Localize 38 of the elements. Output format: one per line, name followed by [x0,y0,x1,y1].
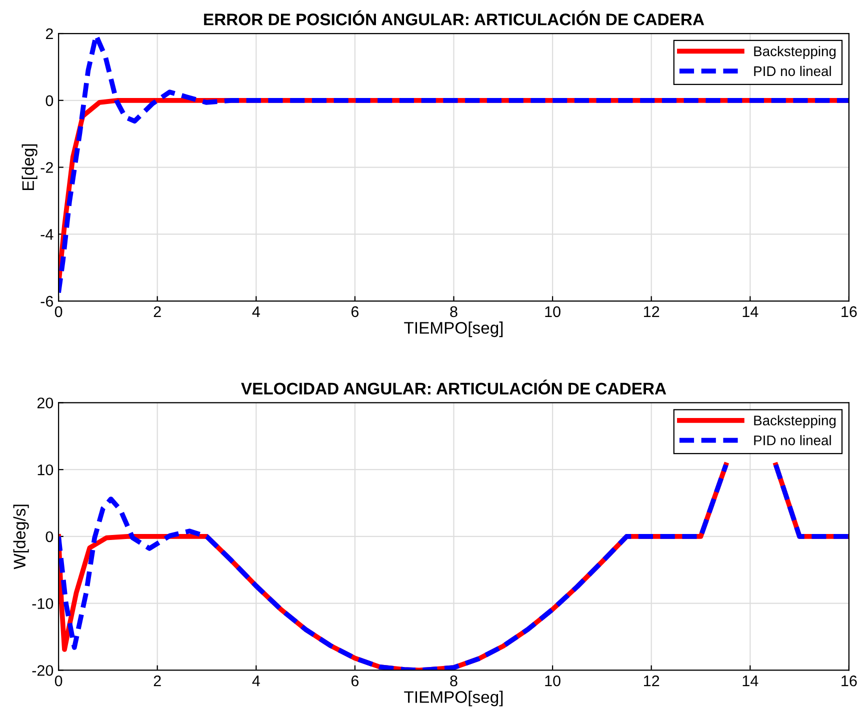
x-tick-label: 2 [154,306,161,317]
legend-label: PID no lineal [754,66,831,76]
x-tick-label: 14 [742,306,758,317]
x-tick-label: 16 [842,306,857,318]
x-tick-label: 6 [351,306,359,318]
x-tick-label: 10 [545,306,560,318]
x-axis-title: TIEMPO[seg] [404,322,503,338]
x-tick-label: 4 [252,676,260,686]
x-axis-title: TIEMPO[seg] [404,690,503,706]
x-tick-label: 2 [154,675,161,686]
x-tick-label: 8 [450,675,458,686]
x-tick-label: 14 [742,676,758,686]
chart-title: ERROR DE POSICIÓN ANGULAR: ARTICULACIÓN DE CADERA [204,10,704,26]
legend-label: Backstepping [754,46,836,59]
chart-title: VELOCIDAD ANGULAR: ARTICULACIÓN DE CADERA [241,380,666,395]
x-tick-label: 4 [252,306,260,317]
x-tick-label: 6 [351,675,359,686]
legend-label: Backstepping [754,415,836,428]
y-tick-label: -10 [32,598,54,610]
x-tick-label: 0 [54,306,62,318]
x-tick-label: 12 [644,675,660,686]
x-tick-label: 10 [545,675,560,686]
y-axis-title: W[deg/s] [13,504,29,570]
y-axis-title: E[deg] [22,144,38,190]
y-tick-label: -20 [32,665,54,676]
y-tick-label: -2 [40,162,53,173]
x-tick-label: 8 [450,306,458,318]
x-tick-label: 0 [54,675,62,686]
y-tick-label: -6 [40,296,54,307]
x-tick-label: 12 [644,306,660,317]
y-tick-label: 2 [46,28,53,40]
legend-label: PID no lineal [754,435,831,446]
y-tick-label: 20 [37,398,54,408]
x-tick-label: 16 [842,675,857,686]
y-tick-label: 0 [46,531,54,542]
y-tick-label: 0 [46,95,54,106]
y-tick-label: -4 [40,229,54,240]
y-tick-label: 10 [38,464,54,476]
